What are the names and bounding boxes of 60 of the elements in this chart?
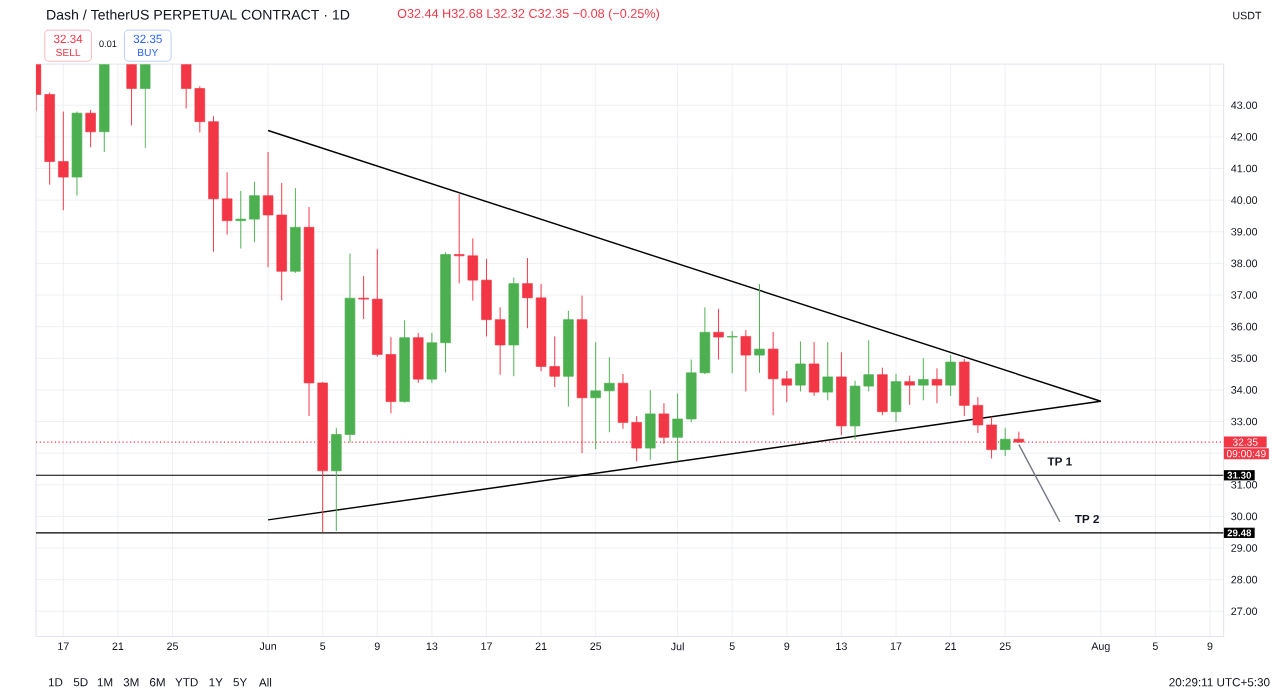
text: 5D: [73, 678, 88, 687]
ref-line-label: 29.48: [1227, 529, 1252, 537]
x-tick-label: 9: [784, 642, 790, 651]
y-tick-label: 30.00: [1231, 512, 1258, 521]
y-tick-label: 29.00: [1231, 544, 1258, 552]
y-tick-label: 42.00: [1231, 133, 1258, 141]
x-tick-label: 5: [1152, 642, 1158, 651]
text: SELL: [56, 48, 81, 57]
x-tick-label: 13: [426, 642, 438, 651]
text: 32.35: [133, 34, 162, 44]
y-axis-title: USDT: [1233, 11, 1262, 20]
ref-line-label: 31.30: [1227, 471, 1252, 479]
annotation: TP 2: [1074, 515, 1099, 524]
x-tick-label: 13: [836, 642, 847, 651]
x-tick-label: 9: [1207, 642, 1213, 651]
x-tick-label: 5: [320, 642, 326, 651]
x-tick-label: Jul: [670, 642, 684, 651]
y-tick-label: 28.00: [1231, 575, 1258, 584]
x-tick-label: 17: [481, 642, 492, 650]
text: 5Y: [233, 678, 247, 687]
text: 09:00:49: [1226, 450, 1266, 458]
text: 6M: [149, 678, 165, 687]
y-tick-label: 34.00: [1231, 386, 1258, 394]
y-tick-label: 33.00: [1231, 417, 1258, 426]
x-tick-label: 9: [374, 642, 380, 651]
ref-line-label: 32.35: [1232, 438, 1258, 446]
text: All: [258, 678, 272, 687]
x-tick-label: 21: [535, 642, 547, 651]
x-tick-label: Aug: [1091, 642, 1110, 653]
x-tick-label: Jun: [259, 642, 276, 651]
text: 1D: [48, 678, 63, 687]
text: 1M: [97, 678, 113, 687]
text: BUY: [138, 49, 159, 57]
y-tick-label: 35.00: [1231, 354, 1258, 363]
text: 0.01: [99, 40, 117, 48]
y-tick-label: 27.00: [1231, 607, 1258, 616]
y-tick-label: 31.00: [1231, 481, 1258, 489]
x-tick-label: 21: [945, 642, 957, 651]
y-tick-label: 43.00: [1231, 101, 1258, 110]
x-tick-label: 21: [112, 642, 124, 651]
x-tick-label: 5: [729, 642, 735, 651]
x-tick-label: 25: [999, 642, 1011, 651]
x-tick-label: 17: [890, 642, 902, 650]
text: O32.44 H32.68 L32.32 C32.35 −0.08 (−0.25%): [397, 8, 660, 21]
y-tick-label: 38.00: [1231, 259, 1258, 268]
y-tick-label: 41.00: [1231, 164, 1258, 173]
x-tick-label: 25: [167, 642, 179, 651]
annotation: TP 1: [1047, 457, 1072, 466]
text: 32.34: [53, 34, 83, 44]
y-tick-label: 36.00: [1231, 322, 1258, 331]
text: 1Y: [209, 678, 223, 687]
text: YTD: [175, 678, 198, 687]
x-tick-label: 17: [58, 642, 69, 650]
y-tick-label: 40.00: [1231, 196, 1258, 205]
text: 3M: [123, 678, 139, 687]
x-tick-label: 25: [590, 642, 602, 651]
y-tick-label: 39.00: [1231, 228, 1258, 236]
y-tick-label: 37.00: [1231, 291, 1258, 299]
text: 20:29:11 UTC+5:30: [1169, 678, 1270, 687]
chart-title: Dash / TetherUS PERPETUAL CONTRACT · 1D: [47, 9, 350, 20]
